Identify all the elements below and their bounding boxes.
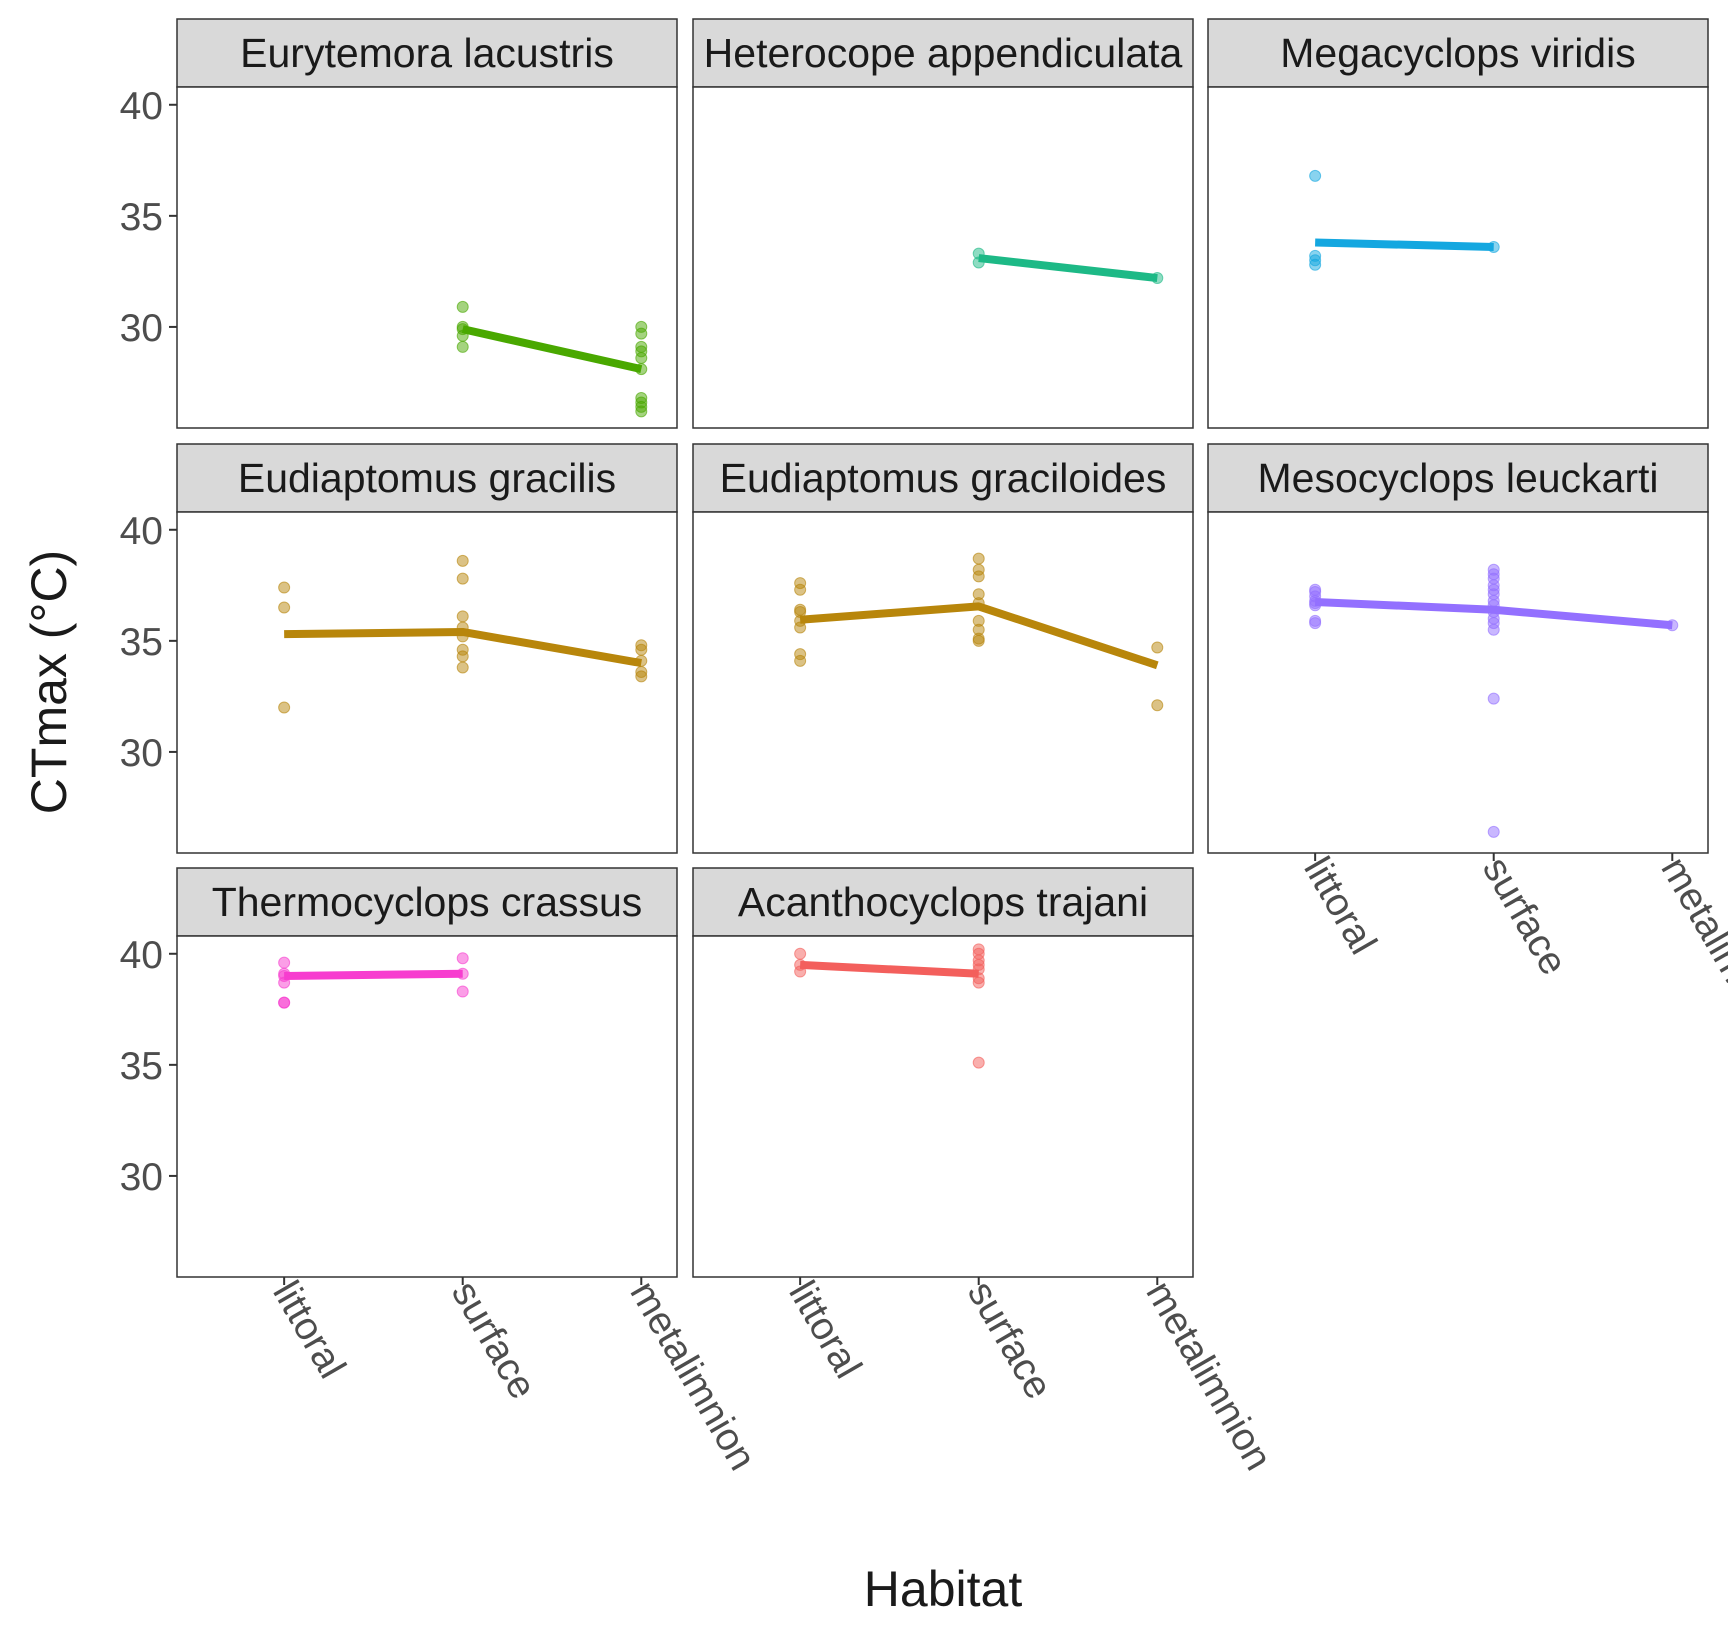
panel-border [176, 86, 678, 429]
x-tick-label: metalimnion [1652, 850, 1728, 1054]
data-point [456, 554, 469, 567]
facet-title: Mesocyclops leuckarti [1257, 455, 1658, 501]
facet-panel: Eurytemora lacustris 30 35 40 [120, 18, 678, 429]
mean-line [799, 602, 1159, 670]
x-tick-label: surface [1474, 850, 1575, 982]
data-point [794, 583, 807, 596]
mean-line [978, 254, 1158, 283]
x-tick-label: metalimnion [1137, 1274, 1279, 1478]
data-point [794, 947, 807, 960]
data-point [1151, 699, 1164, 712]
mean-line [1314, 597, 1673, 630]
data-point [456, 340, 469, 353]
facet-strip [1207, 443, 1709, 513]
data-point [456, 985, 469, 998]
y-tick-label: 40 [120, 510, 163, 553]
facet-title: Thermocyclops crassus [212, 879, 643, 925]
data-point [1309, 169, 1322, 182]
data-point [972, 976, 985, 989]
data-point [456, 572, 469, 585]
x-tick-label: surface [959, 1274, 1060, 1406]
x-axis-title: Habitat [864, 1561, 1023, 1617]
facet-strip [692, 867, 1194, 937]
mean-line [284, 627, 642, 668]
facet-strip [692, 18, 1194, 88]
facet-strip [176, 18, 678, 88]
data-point [278, 601, 291, 614]
facet-title: Eudiaptomus graciloides [720, 455, 1167, 501]
data-point [794, 654, 807, 667]
facet-panel: Mesocyclops leuckarti littoral surface meta… [1207, 443, 1728, 1054]
y-tick-label: 35 [120, 196, 163, 239]
x-tick-label: metalimnion [621, 1274, 763, 1478]
data-point [1487, 623, 1500, 636]
panel-border [692, 86, 1194, 429]
y-tick-label: 35 [120, 621, 163, 664]
data-point [1309, 258, 1322, 271]
data-point [456, 650, 469, 663]
panel-border [692, 935, 1194, 1278]
y-tick-label: 35 [120, 1045, 163, 1088]
data-point [972, 552, 985, 565]
data-point [635, 405, 648, 418]
data-point [972, 570, 985, 583]
data-point [635, 327, 648, 340]
facet-panel: Thermocyclops crassus 30 35 40 littoral surfa… [120, 867, 764, 1478]
data-point [1151, 641, 1164, 654]
facet-strip [692, 443, 1194, 513]
x-tick-label: surface [443, 1274, 544, 1406]
y-tick-label: 30 [120, 1156, 163, 1199]
facet-panel: Heterocope appendiculata [692, 18, 1194, 429]
data-point [794, 621, 807, 634]
y-tick-label: 30 [120, 732, 163, 775]
facet-title: Heterocope appendiculata [704, 30, 1183, 76]
panel-border [1207, 511, 1709, 854]
data-point [456, 300, 469, 313]
data-point [1487, 692, 1500, 705]
facet-title: Eurytemora lacustris [240, 30, 614, 76]
panel-border [692, 511, 1194, 854]
panels-layer: Eurytemora lacustris 30 35 40 Heterocope app… [120, 18, 1728, 1478]
y-tick-label: 40 [120, 934, 163, 977]
data-point [635, 643, 648, 656]
facet-panel: Megacyclops viridis [1207, 18, 1709, 429]
x-tick-label: littoral [780, 1274, 869, 1386]
mean-line [284, 969, 463, 980]
data-point [278, 956, 291, 969]
facet-title: Acanthocyclops trajani [738, 879, 1148, 925]
data-point [635, 352, 648, 365]
mean-line [461, 325, 643, 374]
data-point [1309, 617, 1322, 630]
mean-line [1315, 238, 1494, 251]
facet-title: Eudiaptomus gracilis [238, 455, 616, 501]
facet-strip [1207, 18, 1709, 88]
data-point [635, 670, 648, 683]
facet-title: Megacyclops viridis [1280, 30, 1635, 76]
panel-border [176, 511, 678, 854]
mean-line [799, 960, 979, 978]
data-point [456, 610, 469, 623]
facet-strip [176, 867, 678, 937]
y-tick-label: 30 [120, 307, 163, 350]
data-point [278, 581, 291, 594]
data-point [1487, 825, 1500, 838]
data-point [456, 952, 469, 965]
x-tick-label: littoral [1295, 850, 1384, 962]
x-tick-label: littoral [264, 1274, 353, 1386]
facet-panel: Eudiaptomus graciloides [692, 443, 1194, 854]
panel-border [1207, 86, 1709, 429]
y-tick-label: 40 [120, 85, 163, 128]
data-point [972, 634, 985, 647]
data-point [972, 1056, 985, 1069]
y-axis-title: CTmax (°C) [21, 550, 77, 814]
panel-border [176, 935, 678, 1278]
facet-panel: Eudiaptomus gracilis 30 35 40 [120, 443, 678, 854]
data-point [278, 996, 291, 1009]
facet-panel: Acanthocyclops trajani littoral surface met… [692, 867, 1280, 1478]
data-point [456, 661, 469, 674]
data-point [278, 701, 291, 714]
